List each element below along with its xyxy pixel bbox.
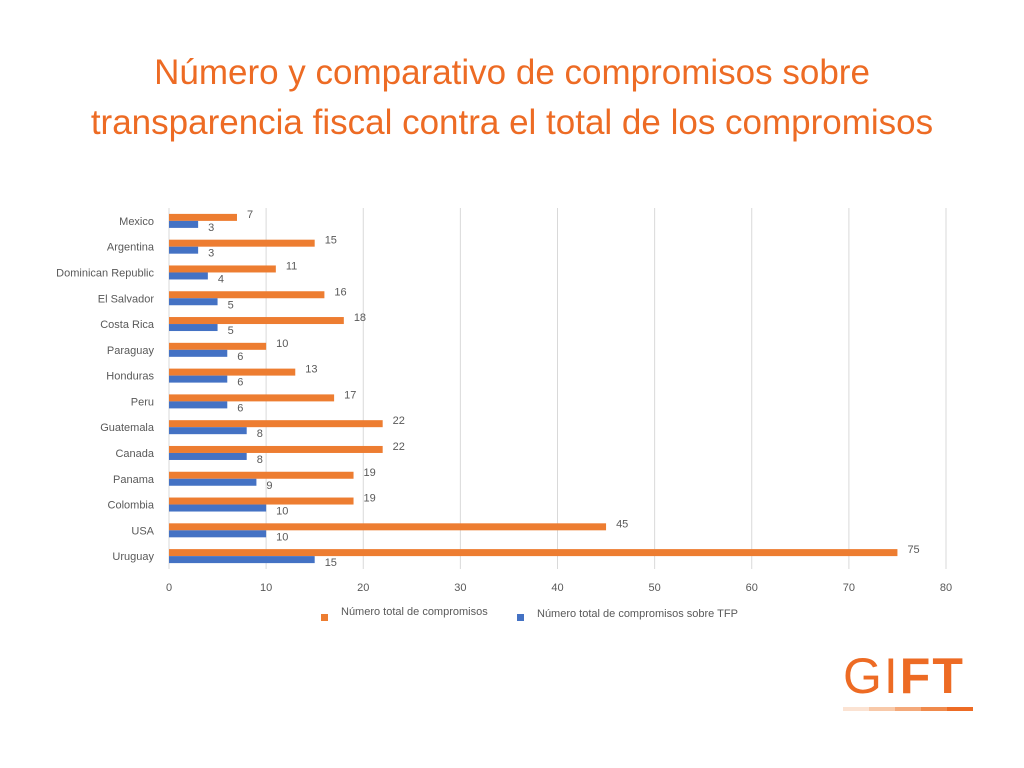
- data-label: 22: [393, 415, 405, 427]
- bar: [169, 375, 228, 383]
- bar: [169, 504, 267, 512]
- data-label: 18: [354, 312, 366, 324]
- bar: [169, 394, 335, 402]
- legend-label: Número total de compromisos sobre TFP: [537, 608, 738, 620]
- data-label: 10: [276, 338, 288, 350]
- logo-bar-segment: [869, 707, 895, 711]
- category-label: Costa Rica: [100, 319, 155, 331]
- data-label: 10: [276, 506, 288, 518]
- category-label: El Salvador: [98, 293, 155, 305]
- logo-bar-segment: [843, 707, 869, 711]
- data-label: 4: [218, 273, 224, 285]
- bar: [169, 401, 228, 409]
- bar: [169, 427, 247, 435]
- category-label: Guatemala: [100, 422, 155, 434]
- bar: [169, 265, 276, 273]
- category-label: Canada: [115, 448, 154, 460]
- bar: [169, 471, 354, 479]
- bar: [169, 342, 267, 350]
- bar: [169, 523, 607, 531]
- x-tick-label: 30: [454, 582, 466, 594]
- legend-swatch: [517, 614, 524, 621]
- data-label: 45: [616, 518, 628, 530]
- data-label: 15: [325, 557, 337, 569]
- data-label: 7: [247, 209, 253, 221]
- data-label: 22: [393, 441, 405, 453]
- category-label: Panama: [113, 474, 155, 486]
- bar: [169, 213, 237, 221]
- data-label: 8: [257, 428, 263, 440]
- bar: [169, 324, 218, 332]
- bar: [169, 420, 383, 428]
- data-label: 9: [266, 480, 272, 492]
- data-label: 19: [364, 467, 376, 479]
- category-label: Dominican Republic: [56, 267, 154, 279]
- logo-bar-segment: [921, 707, 947, 711]
- bar: [169, 549, 898, 557]
- bar: [169, 445, 383, 453]
- slide-title-line-2: transparencia fiscal contra el total de …: [90, 103, 934, 142]
- category-label: Honduras: [106, 371, 154, 383]
- bar: [169, 368, 296, 376]
- x-tick-label: 40: [551, 582, 563, 594]
- data-label: 6: [237, 351, 243, 363]
- data-label: 16: [334, 286, 346, 298]
- data-label: 8: [257, 454, 263, 466]
- logo-text-thin: GI: [843, 648, 900, 704]
- x-tick-label: 80: [940, 582, 952, 594]
- data-label: 19: [364, 493, 376, 505]
- x-tick-label: 60: [746, 582, 758, 594]
- category-label: USA: [131, 525, 154, 537]
- data-label: 5: [228, 325, 234, 337]
- category-label: Peru: [131, 396, 154, 408]
- bar: [169, 239, 315, 247]
- legend-label: Número total de compromisos: [341, 606, 488, 618]
- data-label: 17: [344, 389, 356, 401]
- x-tick-label: 10: [260, 582, 272, 594]
- data-label: 3: [208, 248, 214, 260]
- category-label: Colombia: [108, 500, 155, 512]
- logo-bar-segment: [895, 707, 921, 711]
- bar: [169, 530, 267, 538]
- category-label: Mexico: [119, 216, 154, 228]
- bar-chart: 0 10 20 30 40 50 60 70 80 Mexico 7 3 Argentina 15 3 Dom…: [56, 208, 952, 621]
- bar: [169, 272, 208, 280]
- data-label: 13: [305, 364, 317, 376]
- slide-title: Número y comparativo de compromisos sobr…: [40, 48, 984, 148]
- bar: [169, 317, 344, 325]
- logo-bar-segment: [947, 707, 973, 711]
- data-label: 6: [237, 402, 243, 414]
- data-label: 3: [208, 222, 214, 234]
- data-label: 15: [325, 235, 337, 247]
- legend-swatch: [321, 614, 328, 621]
- logo-text-bold: FT: [899, 648, 965, 704]
- x-tick-label: 20: [357, 582, 369, 594]
- gift-logo: GIFT: [843, 650, 973, 712]
- bar: [169, 298, 218, 306]
- bar: [169, 291, 325, 299]
- data-label: 5: [228, 299, 234, 311]
- bar: [169, 452, 247, 460]
- data-label: 11: [286, 260, 297, 272]
- bar: [169, 220, 199, 228]
- bar: [169, 478, 257, 486]
- category-label: Uruguay: [112, 551, 154, 563]
- bar: [169, 349, 228, 357]
- category-label: Argentina: [107, 242, 155, 254]
- x-tick-label: 50: [649, 582, 661, 594]
- data-label: 6: [237, 377, 243, 389]
- bar: [169, 246, 199, 254]
- category-label: Paraguay: [107, 345, 155, 357]
- slide-title-line-1: Número y comparativo de compromisos sobr…: [154, 53, 870, 92]
- bar: [169, 556, 315, 564]
- data-label: 75: [907, 544, 919, 556]
- x-tick-label: 0: [166, 582, 172, 594]
- bar: [169, 497, 354, 505]
- x-tick-label: 70: [843, 582, 855, 594]
- data-label: 10: [276, 531, 288, 543]
